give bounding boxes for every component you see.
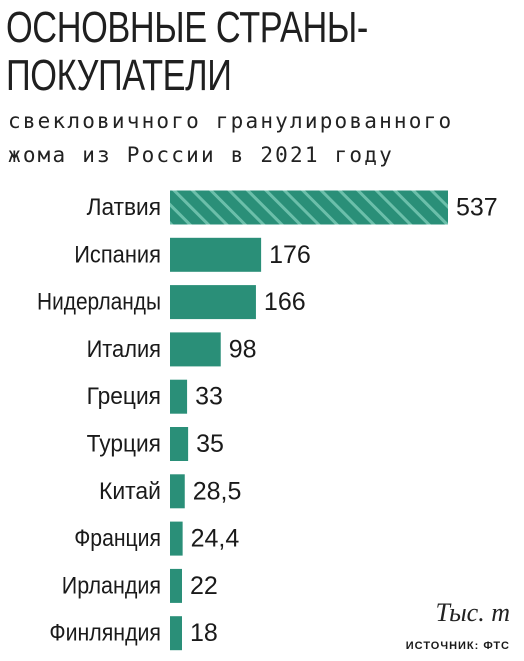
- bar-9: [170, 616, 182, 651]
- subtitle-line-1: свекловичного гранулированного: [8, 109, 454, 133]
- value-label: 28,5: [193, 477, 242, 505]
- bar-6: [170, 474, 185, 509]
- title-line-2: ПОКУПАТЕЛИ: [6, 51, 232, 100]
- value-label: 22: [190, 572, 218, 600]
- bar-2: [170, 285, 256, 320]
- category-label: Турция: [87, 431, 161, 458]
- value-label: 33: [195, 383, 223, 411]
- category-label: Испания: [74, 241, 161, 268]
- value-label: 176: [269, 241, 311, 269]
- category-label: Китай: [99, 478, 161, 505]
- chart-subtitle: свекловичного гранулированного жома из Р…: [8, 104, 453, 172]
- bar-4: [170, 379, 188, 414]
- bar-7: [170, 521, 183, 556]
- bar-5: [170, 427, 189, 461]
- category-label: Латвия: [87, 194, 161, 221]
- category-label: Греция: [87, 383, 161, 410]
- title-line-1: ОСНОВНЫЕ СТРАНЫ-: [6, 3, 368, 52]
- units-label: Тыс. т: [435, 598, 510, 627]
- category-label: Франция: [74, 525, 161, 552]
- category-label: Ирландия: [62, 572, 161, 599]
- bar-0: [170, 190, 448, 225]
- source-note: ИСТОЧНИК: ФТС: [405, 640, 510, 652]
- value-label: 537: [456, 194, 498, 222]
- value-label: 18: [190, 619, 218, 647]
- bar-1: [170, 237, 262, 272]
- bar-8: [170, 568, 182, 603]
- subtitle-line-2: жома из России в 2021 году: [8, 143, 394, 167]
- value-label: 24,4: [191, 525, 240, 553]
- value-label: 98: [229, 335, 257, 363]
- value-label: 35: [196, 430, 224, 458]
- bar-3: [170, 332, 221, 367]
- value-label: 166: [264, 288, 306, 316]
- category-label: Италия: [87, 336, 161, 363]
- chart-title: ОСНОВНЫЕ СТРАНЫ- ПОКУПАТЕЛИ: [6, 4, 368, 100]
- category-label: Нидерланды: [37, 289, 161, 316]
- category-label: Финляндия: [49, 620, 161, 647]
